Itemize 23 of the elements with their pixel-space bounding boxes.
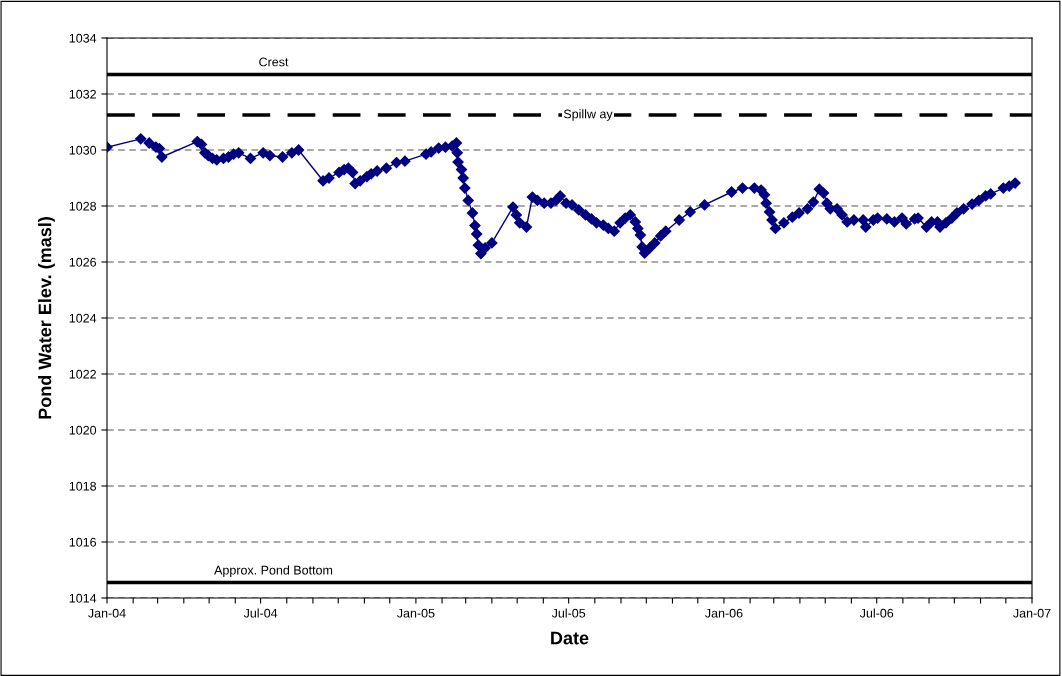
y-tick-label: 1028 [69,201,97,211]
y-tick-label: 1030 [69,145,97,155]
x-tick-label: Jul-04 [243,608,278,618]
y-axis-title: Pond Water Elev. (masl) [38,217,55,419]
y-tick-label: 1026 [69,257,97,267]
ref-line-label: Spillw ay [563,109,613,121]
x-axis-title: Date [551,631,589,645]
x-tick-label: Jan-05 [396,608,435,618]
y-tick-label: 1014 [69,593,97,603]
ref-line-label: Crest [259,57,289,67]
y-tick-label: 1016 [69,537,97,547]
x-tick-label: Jul-06 [859,608,894,618]
y-tick-label: 1018 [69,481,97,491]
y-tick-label: 1024 [69,313,97,323]
x-tick-label: Jul-05 [551,608,586,618]
x-tick-label: Jan-06 [705,608,743,618]
y-tick-label: 1020 [69,425,97,435]
ref-line-label: Approx. Pond Bottom [214,565,333,578]
x-tick-label: Jan-07 [1013,608,1051,618]
y-tick-label: 1034 [69,33,97,43]
y-tick-label: 1022 [69,369,96,379]
x-tick-label: Jan-04 [88,608,126,618]
y-tick-label: 1032 [69,89,96,99]
